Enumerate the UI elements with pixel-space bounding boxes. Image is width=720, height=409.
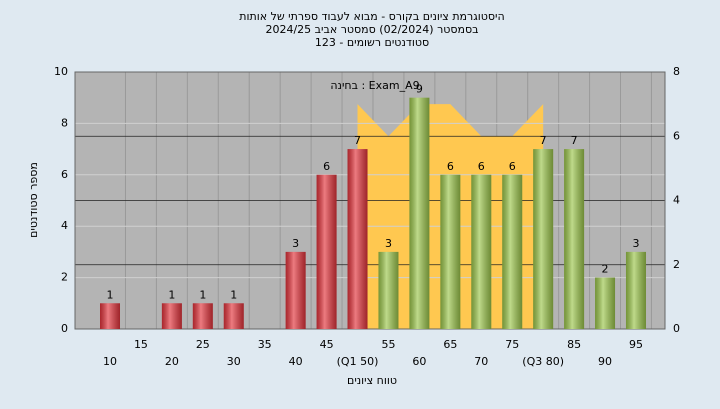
data-label: 6: [323, 160, 330, 173]
subtitle: סטודנטים רשומים - 123: [315, 36, 429, 49]
bar-shade: [223, 303, 244, 329]
subtitle: בסמסטר (02/2024) סמסטר אביב 2024/25: [265, 23, 478, 36]
y2-tick-label: 2: [673, 258, 680, 271]
data-label: 7: [354, 134, 361, 147]
x-tick-label: 75: [505, 338, 519, 351]
data-label: 6: [478, 160, 485, 173]
bar-shade: [564, 149, 585, 329]
x-tick-label: 25: [196, 338, 210, 351]
data-label: 7: [540, 134, 547, 147]
bar-shade: [502, 174, 523, 329]
data-label: 6: [447, 160, 454, 173]
x-axis-label: טווח ציונים: [347, 374, 397, 387]
x-tick-label: 60: [412, 355, 426, 368]
annotation: בחינה : Exam_A9: [330, 79, 419, 92]
y-tick-label: 0: [61, 322, 68, 335]
data-label: 3: [385, 237, 392, 250]
x-tick-label: (Q1 50): [337, 355, 379, 368]
x-tick-label: 20: [165, 355, 179, 368]
bar-shade: [625, 251, 646, 329]
chart-title: היסטוגרמת ציונים בקורס - מבוא לעבוד ספרת…: [239, 10, 504, 23]
y2-tick-label: 6: [673, 129, 680, 142]
y-tick-label: 10: [54, 65, 68, 78]
y2-tick-label: 4: [673, 194, 680, 207]
data-label: 6: [509, 160, 516, 173]
bar-shade: [440, 174, 461, 329]
y-tick-label: 8: [61, 116, 68, 129]
data-label: 1: [199, 288, 206, 301]
x-tick-label: 15: [134, 338, 148, 351]
bar-shade: [409, 97, 430, 329]
y2-tick-label: 8: [673, 65, 680, 78]
bar-shade: [471, 174, 492, 329]
x-tick-label: 35: [258, 338, 272, 351]
x-tick-label: 95: [629, 338, 643, 351]
bar-shade: [533, 149, 554, 329]
data-label: 1: [168, 288, 175, 301]
data-label: 7: [571, 134, 578, 147]
bar-shade: [161, 303, 182, 329]
data-label: 2: [602, 263, 609, 276]
x-tick-label: 45: [320, 338, 334, 351]
plot-border: [74, 71, 666, 330]
bar-shade: [378, 251, 399, 329]
x-tick-label: 55: [381, 338, 395, 351]
x-tick-label: (Q3 80): [522, 355, 564, 368]
bar-shade: [100, 303, 120, 329]
y-tick-label: 6: [61, 168, 68, 181]
data-label: 3: [292, 237, 299, 250]
x-tick-label: 90: [598, 355, 612, 368]
y-axis-label: מספר סטודנטים: [27, 162, 40, 238]
x-tick-label: 70: [474, 355, 488, 368]
bar-shade: [595, 277, 616, 329]
bar-shade: [347, 149, 368, 329]
x-tick-label: 30: [227, 355, 241, 368]
bar-shade: [316, 174, 337, 329]
x-tick-label: 85: [567, 338, 581, 351]
data-label: 1: [230, 288, 237, 301]
data-label: 3: [632, 237, 639, 250]
bar-shade: [192, 303, 213, 329]
y-tick-label: 4: [61, 219, 68, 232]
bar-shade: [285, 251, 306, 329]
data-label: 9: [416, 83, 423, 96]
x-tick-label: 10: [103, 355, 117, 368]
x-tick-label: 65: [443, 338, 457, 351]
y-tick-label: 2: [61, 271, 68, 284]
y2-tick-label: 0: [673, 322, 680, 335]
x-tick-label: 40: [289, 355, 303, 368]
data-label: 1: [107, 288, 114, 301]
